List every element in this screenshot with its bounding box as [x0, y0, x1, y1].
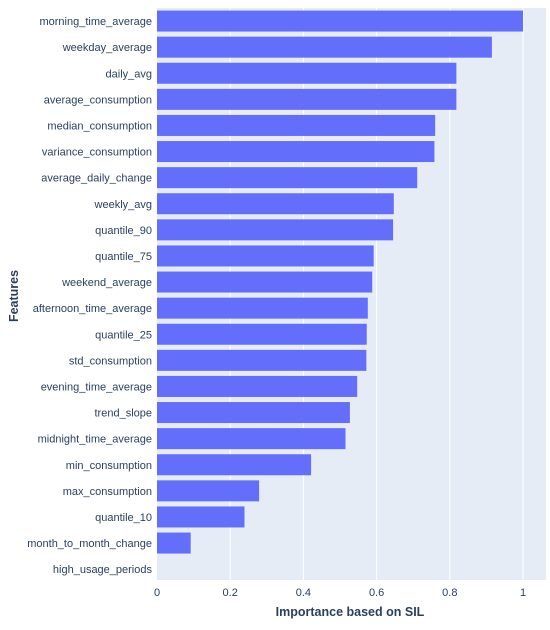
y-tick-label: average_consumption: [44, 94, 152, 106]
y-tick-label: weekday_average: [62, 42, 152, 54]
bar-morning_time_average: [157, 10, 523, 32]
bars: [157, 10, 523, 554]
y-tick-label: variance_consumption: [42, 147, 152, 159]
y-tick-labels: morning_time_average weekday_averagedaily…: [27, 16, 152, 576]
bar-quantile_90: [157, 219, 394, 241]
y-tick-label: median_consumption: [47, 120, 152, 132]
y-tick-label: midnight_time_average: [38, 434, 152, 446]
y-tick-label: weekly_avg: [94, 199, 152, 211]
y-tick-label: quantile_75: [95, 251, 152, 263]
y-tick-label: std_consumption: [69, 355, 152, 367]
bar-trend_slope: [157, 402, 350, 424]
bar-daily_avg: [157, 62, 457, 84]
bar-quantile_10: [157, 506, 245, 528]
y-tick-label: quantile_25: [95, 329, 152, 341]
bar-weekly_avg: [157, 193, 394, 215]
y-tick-label: month_to_month_change: [27, 538, 152, 550]
x-axis-title: Importance based on SIL: [276, 605, 425, 619]
x-tick-label: 0.4: [296, 587, 311, 599]
bar-median_consumption: [157, 114, 436, 136]
bar-max_consumption: [157, 480, 260, 502]
y-tick-label: afternoon_time_average: [33, 303, 152, 315]
x-tick-label: 1: [520, 587, 526, 599]
y-tick-label: min_consumption: [66, 460, 152, 472]
y-axis-title: Features: [7, 270, 21, 322]
x-tick-label: 0.8: [442, 587, 457, 599]
y-tick-label: quantile_10: [95, 512, 152, 524]
y-tick-label: quantile_90: [95, 225, 152, 237]
y-tick-label: daily_avg: [106, 68, 152, 80]
bar-std_consumption: [157, 349, 367, 371]
x-tick-label: 0: [154, 587, 160, 599]
bar-midnight_time_average: [157, 428, 346, 450]
y-tick-label: weekend_average: [61, 277, 152, 289]
bar-afternoon_time_average: [157, 297, 368, 319]
bar-average_daily_change: [157, 167, 418, 189]
bar-weekday_average: [157, 36, 492, 58]
x-tick-label: 0.2: [223, 587, 238, 599]
y-tick-label: evening_time_average: [41, 381, 152, 393]
bar-weekend_average: [157, 271, 373, 293]
x-tick-labels: 0 0.2 0.4 0.6 0.8 1: [154, 587, 526, 599]
x-tick-label: 0.6: [369, 587, 384, 599]
bar-quantile_75: [157, 245, 374, 267]
bar-month_to_month_change: [157, 532, 191, 554]
y-tick-label: morning_time_average: [39, 16, 152, 28]
bar-average_consumption: [157, 88, 457, 110]
y-tick-label: max_consumption: [63, 486, 152, 498]
y-tick-label: average_daily_change: [41, 173, 152, 185]
bar-quantile_25: [157, 323, 367, 345]
bar-variance_consumption: [157, 141, 435, 163]
y-tick-label: trend_slope: [95, 408, 153, 420]
bar-min_consumption: [157, 454, 312, 476]
bar-evening_time_average: [157, 375, 358, 397]
y-tick-label: high_usage_periods: [53, 564, 153, 576]
